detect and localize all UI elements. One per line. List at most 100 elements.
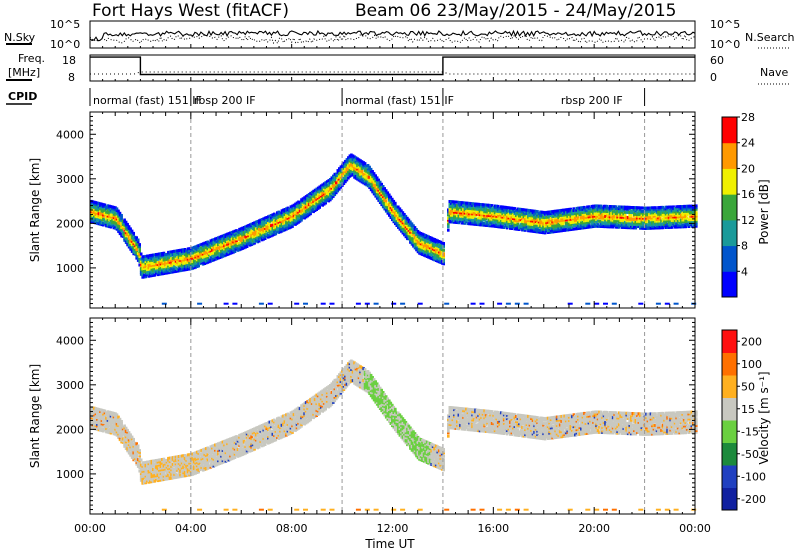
power-echo-cell bbox=[619, 210, 622, 214]
power-echo-cell bbox=[422, 246, 426, 250]
power-echo-cell bbox=[636, 223, 639, 227]
power-echo-cell bbox=[324, 201, 327, 205]
power-echo-cell bbox=[372, 180, 376, 184]
power-echo-cell bbox=[433, 244, 436, 248]
power-echo-cell bbox=[384, 206, 388, 210]
power-echo-cell bbox=[354, 163, 358, 167]
power-echo-cell bbox=[380, 198, 383, 202]
power-echo-cell bbox=[403, 233, 406, 237]
power-echo-cell bbox=[673, 212, 677, 216]
power-echo-cell bbox=[129, 242, 132, 246]
power-echo-cell bbox=[106, 207, 110, 211]
power-echo-cell bbox=[292, 220, 296, 224]
power-echo-cell bbox=[315, 199, 318, 203]
velocity-echo-cell bbox=[102, 427, 105, 431]
power-echo-cell bbox=[150, 265, 154, 269]
power-echo-cell bbox=[106, 209, 110, 213]
power-echo-cell bbox=[191, 248, 194, 252]
power-echo-cell bbox=[478, 214, 482, 218]
power-echo-cell bbox=[666, 207, 669, 211]
power-echo-cell bbox=[505, 212, 509, 216]
power-echo-cell bbox=[595, 207, 598, 211]
power-echo-cell bbox=[354, 171, 358, 175]
velocity-echo-cell bbox=[93, 408, 96, 412]
power-echo-cell bbox=[654, 223, 657, 227]
power-echo-cell bbox=[360, 166, 364, 170]
power-echo-cell bbox=[366, 165, 370, 169]
power-echo-cell bbox=[430, 250, 433, 254]
power-echo-cell bbox=[619, 219, 622, 222]
velocity-echo-cell bbox=[102, 412, 105, 416]
power-echo-cell bbox=[634, 226, 638, 230]
power-echo-cell bbox=[604, 221, 607, 225]
power-echo-cell bbox=[156, 262, 160, 266]
power-echo-cell bbox=[273, 214, 276, 218]
power-echo-cell bbox=[280, 211, 284, 214]
power-echo-cell bbox=[433, 246, 436, 250]
power-echo-cell bbox=[608, 222, 612, 225]
power-echo-cell bbox=[499, 222, 503, 226]
velocity-echo-cell bbox=[100, 418, 104, 422]
power-echo-cell bbox=[457, 221, 461, 225]
power-echo-cell bbox=[490, 209, 494, 213]
power-echo-cell bbox=[338, 167, 341, 171]
power-echo-cell bbox=[391, 216, 394, 220]
power-echo-cell bbox=[474, 202, 477, 206]
velocity-echo-cell bbox=[112, 432, 116, 436]
power-echo-cell bbox=[592, 208, 595, 211]
power-echo-cell bbox=[306, 207, 309, 211]
power-echo-cell bbox=[324, 193, 327, 197]
power-echo-cell bbox=[397, 215, 400, 219]
power-echo-cell bbox=[316, 203, 320, 207]
power-echo-cell bbox=[307, 203, 311, 207]
power-echo-cell bbox=[575, 215, 579, 219]
power-echo-cell bbox=[315, 202, 318, 206]
power-echo-cell bbox=[583, 212, 586, 216]
velocity-echo-cell bbox=[90, 417, 93, 421]
power-echo-cell bbox=[679, 210, 683, 214]
power-echo-cell bbox=[645, 210, 648, 213]
power-echo-cell bbox=[447, 213, 450, 217]
power-echo-cell bbox=[241, 226, 244, 230]
power-echo-cell bbox=[97, 212, 101, 216]
power-echo-cell bbox=[271, 230, 275, 234]
power-echo-cell bbox=[251, 233, 255, 237]
power-echo-cell bbox=[528, 226, 532, 229]
power-echo-cell bbox=[171, 256, 175, 260]
power-echo-cell bbox=[658, 211, 662, 215]
power-echo-cell bbox=[277, 220, 281, 224]
power-echo-cell bbox=[561, 217, 565, 221]
power-echo-cell bbox=[235, 232, 238, 236]
power-echo-cell bbox=[150, 269, 154, 273]
power-echo-cell bbox=[571, 210, 574, 214]
power-echo-cell bbox=[673, 215, 677, 219]
power-echo-cell bbox=[451, 220, 455, 224]
power-echo-cell bbox=[182, 268, 185, 272]
power-echo-cell bbox=[687, 218, 690, 222]
power-echo-cell bbox=[300, 206, 303, 210]
power-echo-cell bbox=[227, 232, 231, 236]
power-echo-cell bbox=[599, 208, 603, 211]
power-echo-cell bbox=[332, 181, 335, 185]
power-echo-cell bbox=[100, 207, 104, 211]
power-echo-cell bbox=[407, 222, 411, 225]
power-echo-cell bbox=[288, 207, 291, 211]
power-echo-cell bbox=[279, 215, 282, 218]
power-echo-cell bbox=[628, 222, 631, 226]
power-echo-cell bbox=[179, 257, 182, 261]
power-echo-cell bbox=[577, 225, 580, 229]
power-echo-cell bbox=[97, 222, 101, 226]
power-echo-cell bbox=[100, 202, 104, 206]
power-echo-cell bbox=[176, 257, 179, 261]
power-echo-cell bbox=[102, 209, 105, 213]
power-echo-cell bbox=[360, 177, 364, 181]
power-echo-cell bbox=[333, 177, 337, 181]
power-echo-cell bbox=[536, 228, 539, 232]
power-echo-cell bbox=[335, 172, 338, 176]
power-echo-cell bbox=[643, 220, 647, 224]
power-echo-cell bbox=[670, 212, 674, 216]
power-echo-cell bbox=[325, 185, 329, 189]
power-echo-cell bbox=[546, 210, 550, 214]
power-echo-cell bbox=[389, 197, 393, 201]
power-echo-cell bbox=[236, 231, 240, 235]
